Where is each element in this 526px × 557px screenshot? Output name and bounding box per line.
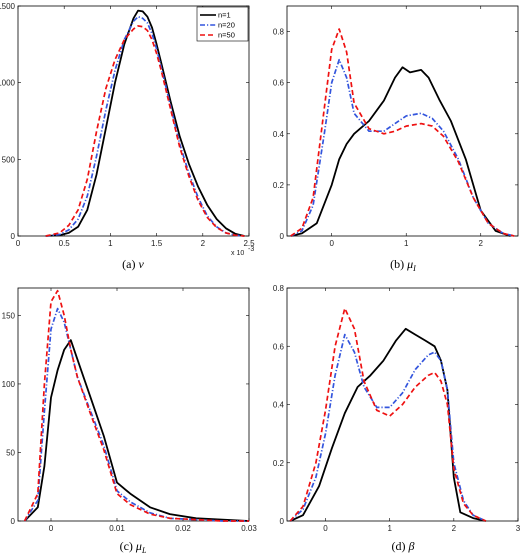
panel-c: 0 0.01 0.02 0.03 0 50 100 150 (c) μL	[2, 287, 257, 555]
y-tick-label: 150	[2, 311, 16, 320]
series-line-n50	[290, 28, 515, 237]
series-line-n50	[289, 307, 487, 522]
x-tick-label: 2.5	[243, 239, 255, 248]
x-tick-label: 1.5	[151, 239, 163, 248]
panel-caption: (a) ν	[122, 257, 144, 271]
x-tick-label: 0.01	[109, 524, 125, 533]
x-tick-label: 0.5	[59, 239, 71, 248]
y-tick-label: 0.6	[273, 79, 285, 88]
x-scale-exponent: -3	[248, 246, 254, 253]
legend: n=1n=20n=50	[196, 6, 249, 42]
panel-caption: (b) μI	[390, 257, 416, 273]
series-line-n1	[289, 327, 487, 522]
series-line-n50	[23, 289, 249, 522]
x-tick-label: 0	[16, 239, 21, 248]
y-tick-label: 1500	[0, 2, 16, 11]
y-tick-label: 50	[6, 448, 15, 457]
legend-entry: n=50	[218, 31, 235, 40]
series-line-n20	[23, 307, 249, 522]
y-tick-label: 0.8	[273, 28, 285, 37]
legend-entry: n=1	[218, 11, 231, 20]
series-line-n1	[45, 9, 245, 237]
y-tick-label: 0.4	[273, 130, 285, 139]
x-tick-label: 1	[387, 524, 392, 533]
y-tick-label: 0	[11, 232, 16, 241]
y-tick-label: 500	[2, 155, 16, 164]
axes-frame	[286, 5, 519, 237]
y-tick-label: 0.2	[273, 181, 285, 190]
x-tick-label: 0	[49, 524, 54, 533]
series-line-n1	[23, 339, 250, 522]
panel-caption: (c) μL	[120, 539, 147, 555]
panel-b: 0 1 2 0 0.2 0.4 0.6 0.8 (b) μI	[273, 5, 519, 273]
axes-frame	[17, 287, 250, 522]
y-tick-label: 0.2	[273, 459, 285, 468]
panel-a: 0 0.5 1 1.5 2 2.5 0 500 1000 1500 x 10 -3 n=1n=20n=5…	[0, 2, 255, 271]
legend-box	[196, 6, 249, 42]
y-tick-label: 0	[280, 517, 285, 526]
axes-frame	[17, 5, 250, 237]
x-scale-note: x 10	[231, 250, 244, 257]
x-tick-label: 1	[108, 239, 113, 248]
series-line-n20	[45, 15, 245, 237]
x-tick-label: 2	[201, 239, 206, 248]
x-tick-label: 2	[479, 239, 484, 248]
x-tick-label: 2	[452, 524, 457, 533]
panel-caption: (d) β	[392, 539, 415, 553]
y-tick-label: 0.8	[273, 284, 285, 293]
x-tick-label: 3	[516, 524, 521, 533]
panel-d: 0 1 2 3 0 0.2 0.4 0.6 0.8 (d) β	[273, 284, 521, 553]
series-line-n1	[290, 66, 511, 237]
legend-entry: n=20	[218, 21, 235, 30]
x-tick-label: 1	[404, 239, 409, 248]
y-tick-label: 0	[280, 232, 285, 241]
y-tick-label: 0	[11, 517, 16, 526]
x-tick-label: 0	[329, 239, 334, 248]
y-tick-label: 0.4	[273, 401, 285, 410]
y-tick-label: 100	[2, 380, 16, 389]
x-tick-label: 0.02	[175, 524, 191, 533]
y-tick-label: 0.6	[273, 342, 285, 351]
series-line-n20	[290, 58, 515, 237]
x-tick-label: 0.03	[241, 524, 257, 533]
y-tick-label: 1000	[0, 79, 16, 88]
x-tick-label: 0	[323, 524, 328, 533]
series-line-n50	[45, 25, 245, 237]
series-line-n20	[289, 333, 487, 522]
